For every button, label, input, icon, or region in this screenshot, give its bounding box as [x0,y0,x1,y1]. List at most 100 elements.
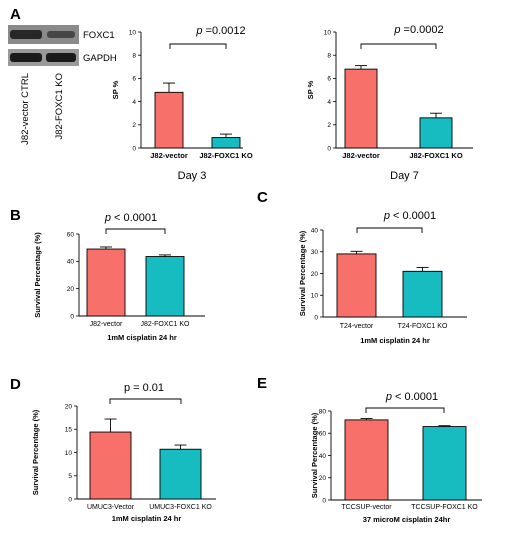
p-value-label-d: p = 0.01 [124,382,164,394]
significance-bracket-b [105,228,166,234]
error-bar-a2-0 [355,65,367,70]
y-tick-label-a1-3: 6 [132,76,136,83]
category-label-a1-1: J82-FOXC1 KO [199,151,253,160]
bar-d-0 [89,431,132,500]
y-tick-label-c-3: 30 [311,249,319,256]
p-value-label-c: p < 0.0001 [383,210,436,222]
category-label-b-1: J82-FOXC1 KO [140,321,190,328]
significance-bracket-e [365,407,445,413]
error-bar-a1-0 [163,82,175,93]
error-bar-d-1 [174,444,187,450]
bracket-line-d [109,398,182,404]
bracket-line-e [365,407,445,413]
category-label-a2-1: J82-FOXC1 KO [409,151,463,160]
y-tick-label-b-2: 40 [67,259,75,266]
y-axis-label-b: Survival Percentage (%) [33,232,42,318]
chart-d: D 0 5 10 15 20 Survival Percentage (%) UMUC3-Ve… [10,376,216,523]
y-tick-label-c-2: 20 [311,271,319,278]
significance-bracket-a2 [360,43,437,49]
error-bar-e-1 [438,425,451,427]
x-axis-label-e: 37 microM cisplatin 24hr [363,515,451,524]
panel-letter-a: A [10,6,21,23]
chart-c: C 0 10 20 30 40 Survival Percentage (%) T24-vec… [257,189,467,345]
p-value-label-e: p < 0.0001 [385,391,438,403]
x-axis-label-d: 1mM cisplatin 24 hr [112,514,182,523]
y-tick-label-c-1: 10 [311,293,319,300]
bracket-line-c [356,227,423,233]
day-label-a1: Day 3 [178,170,207,182]
y-tick-label-a1-5: 10 [129,29,137,36]
category-label-e-1: TCCSUP-FOXC1 KO [411,504,478,511]
y-axis-label-d: Survival Percentage (%) [31,409,40,495]
day-label-a2: Day 7 [390,170,419,182]
blot-row-label-foxc1: FOXC1 [83,30,115,41]
p-value-label-b: p < 0.0001 [104,212,157,224]
bar-d-1 [159,448,202,500]
x-axis-label-b: 1mM cisplatin 24 hr [107,333,177,342]
y-tick-label-b-1: 20 [67,286,75,293]
y-tick-label-a1-2: 4 [132,99,136,106]
y-tick-label-e-3: 60 [319,431,327,438]
bar-b-1 [145,256,185,317]
y-tick-label-e-2: 40 [319,453,327,460]
y-axis-label-a1: SP % [111,80,120,99]
bar-a2-0 [344,68,378,149]
charts-layer: 0 2 4 6 8 10 SP % J82-vector J82-FOXC1 KO p =0.00… [10,24,482,524]
y-tick-label-a1-1: 2 [132,122,136,129]
category-label-b-0: J82-vector [90,321,123,328]
category-label-c-0: T24-vector [340,323,374,330]
bar-e-1 [422,426,467,501]
error-bar-b-0 [100,246,112,250]
panel-letter-b: B [10,207,21,224]
y-tick-label-b-0: 0 [70,313,74,320]
y-tick-label-a1-4: 8 [132,53,136,60]
y-tick-label-a2-5: 10 [324,29,332,36]
error-bar-c-1 [416,266,429,272]
error-bar-a2-1 [430,112,442,118]
category-label-e-0: TCCSUP-vector [341,504,392,511]
y-tick-label-d-0: 0 [68,496,72,503]
blot-strip-gapdh [8,49,79,66]
error-bar-b-1 [159,254,171,257]
blot-row-label-gapdh: GAPDH [83,53,117,64]
significance-bracket-d [109,398,182,404]
p-value-label-a2: p =0.0002 [393,24,443,36]
category-label-d-0: UMUC3-Vector [87,504,135,511]
y-tick-label-e-4: 80 [319,408,327,415]
y-tick-label-d-2: 10 [65,450,73,457]
y-tick-label-d-3: 15 [65,427,73,434]
error-bar-e-0 [360,418,373,420]
error-bar-d-0 [104,418,117,433]
bracket-line-b [105,228,166,234]
error-bar-a1-1 [220,133,232,138]
blot-strip-foxc1 [8,25,79,44]
chart-b: B 0 20 40 60 Survival Percentage (%) J82-vecto… [10,207,205,342]
bar-a1-0 [154,91,184,149]
y-tick-label-a2-2: 4 [327,99,331,106]
panel-letter-d: D [10,376,21,393]
y-tick-label-e-0: 0 [322,497,326,504]
bar-a2-1 [419,117,453,149]
y-axis-label-c: Survival Percentage (%) [298,230,307,316]
error-bar-c-0 [350,250,363,254]
blot-lane-label-vector: J82-vector CTRL [20,73,31,145]
chart-a2: 0 2 4 6 8 10 SP % J82-vector J82-FOXC1 KO p =0.00… [306,24,473,182]
y-tick-label-a2-0: 0 [327,145,331,152]
y-tick-label-c-4: 40 [311,227,319,234]
panel-letter-e: E [257,375,267,392]
y-tick-label-d-1: 5 [68,473,72,480]
y-tick-label-a2-4: 8 [327,53,331,60]
bar-c-1 [402,270,443,318]
chart-a1: 0 2 4 6 8 10 SP % J82-vector J82-FOXC1 KO p =0.00… [111,25,253,182]
bracket-line-a2 [360,43,437,49]
category-label-a2-0: J82-vector [342,151,380,160]
bar-c-0 [336,253,377,318]
y-tick-label-c-0: 0 [314,314,318,321]
significance-bracket-a1 [169,43,227,49]
y-tick-label-e-1: 20 [319,475,327,482]
bracket-line-a1 [169,43,227,49]
y-axis-label-e: Survival Percentage (%) [310,412,319,498]
bar-e-0 [344,419,389,501]
